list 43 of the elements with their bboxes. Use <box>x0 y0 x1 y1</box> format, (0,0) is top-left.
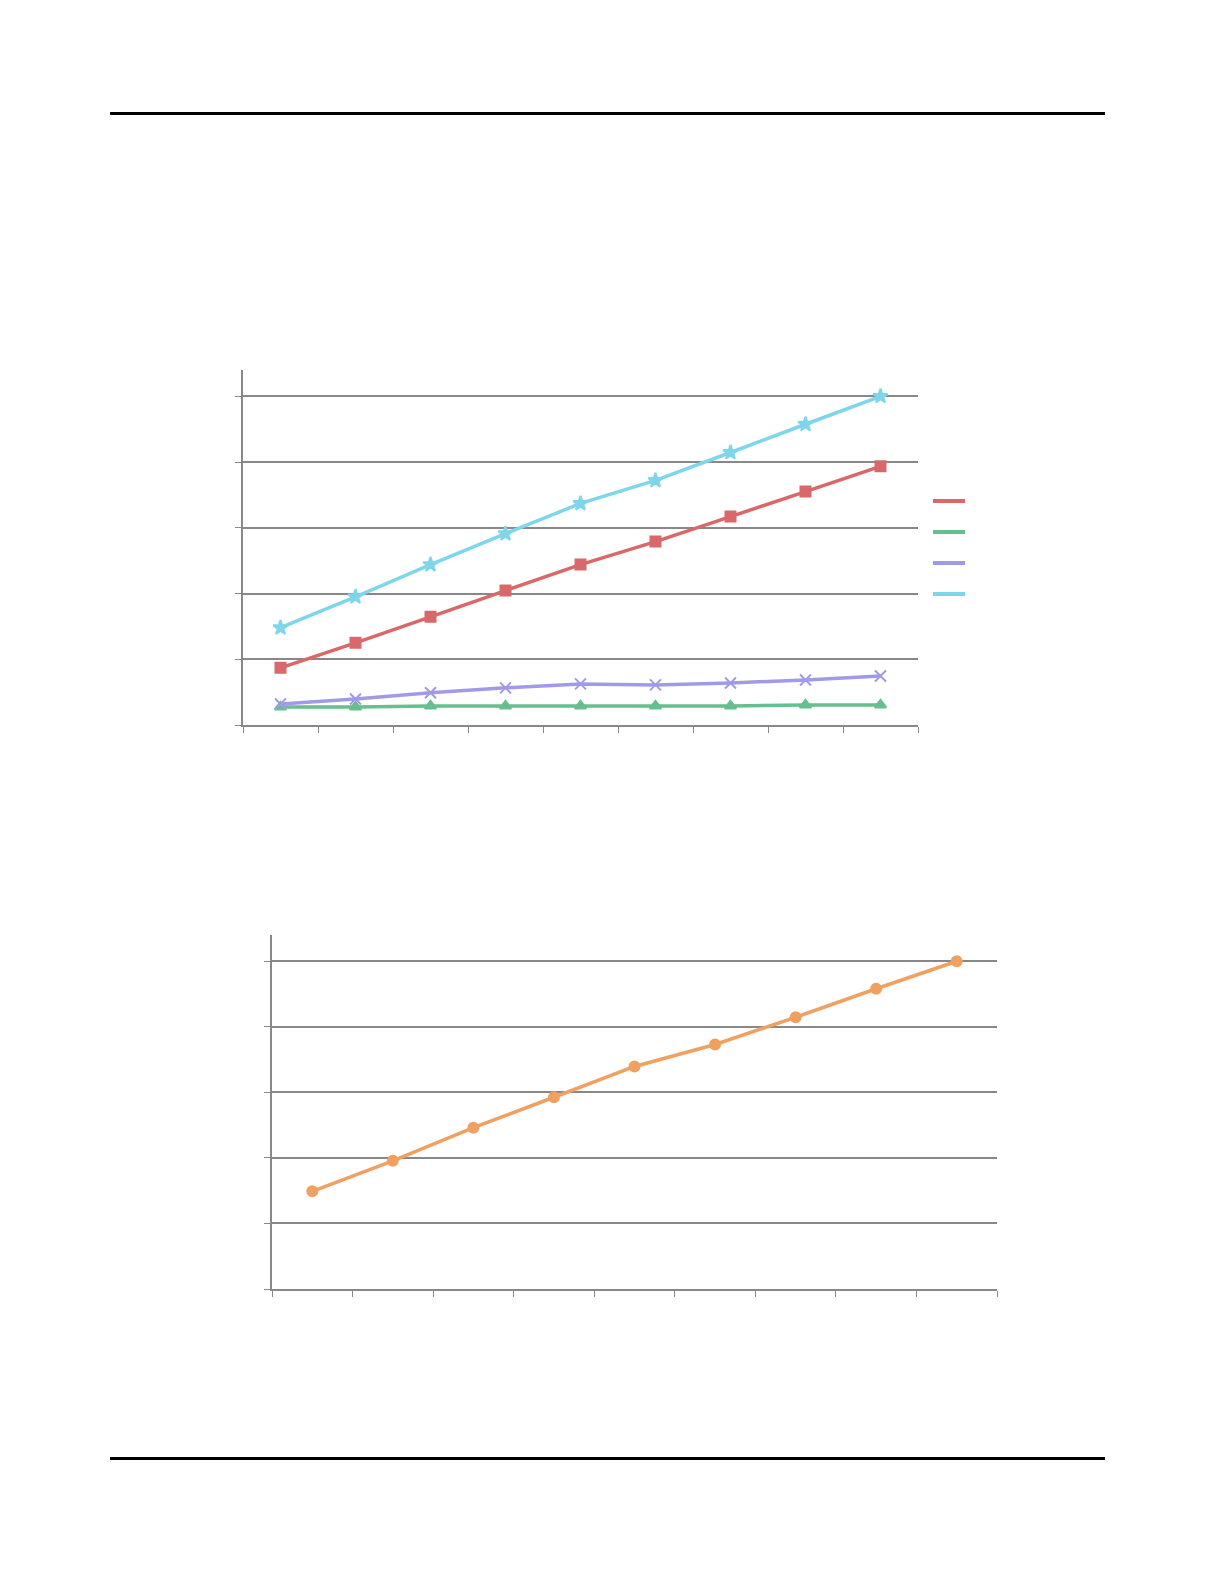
point <box>572 494 589 511</box>
point <box>547 1091 560 1104</box>
point <box>873 698 888 709</box>
point <box>306 1185 319 1198</box>
point <box>722 443 739 460</box>
point <box>799 485 812 498</box>
point <box>797 415 814 432</box>
point <box>724 510 737 523</box>
point <box>874 460 887 473</box>
point <box>798 698 813 709</box>
point <box>789 1011 802 1024</box>
point <box>497 524 514 541</box>
point <box>424 686 437 700</box>
point <box>950 955 963 968</box>
point <box>274 661 287 674</box>
point <box>870 982 883 995</box>
point <box>724 676 737 690</box>
point <box>499 681 512 695</box>
point <box>423 699 438 710</box>
point <box>349 692 362 706</box>
point <box>348 700 363 711</box>
point <box>386 1154 399 1167</box>
point <box>499 584 512 597</box>
point <box>648 699 663 710</box>
point <box>872 387 889 404</box>
point <box>573 699 588 710</box>
point <box>649 535 662 548</box>
point <box>874 669 887 683</box>
point <box>628 1060 641 1073</box>
point <box>498 699 513 710</box>
point <box>349 636 362 649</box>
point <box>467 1121 480 1134</box>
point <box>574 558 587 571</box>
point <box>723 699 738 710</box>
point <box>347 588 364 605</box>
point <box>574 677 587 691</box>
point <box>709 1038 722 1051</box>
point <box>422 555 439 572</box>
point <box>647 471 664 488</box>
point <box>649 678 662 692</box>
point <box>424 610 437 623</box>
point <box>272 619 289 635</box>
point <box>799 673 812 687</box>
